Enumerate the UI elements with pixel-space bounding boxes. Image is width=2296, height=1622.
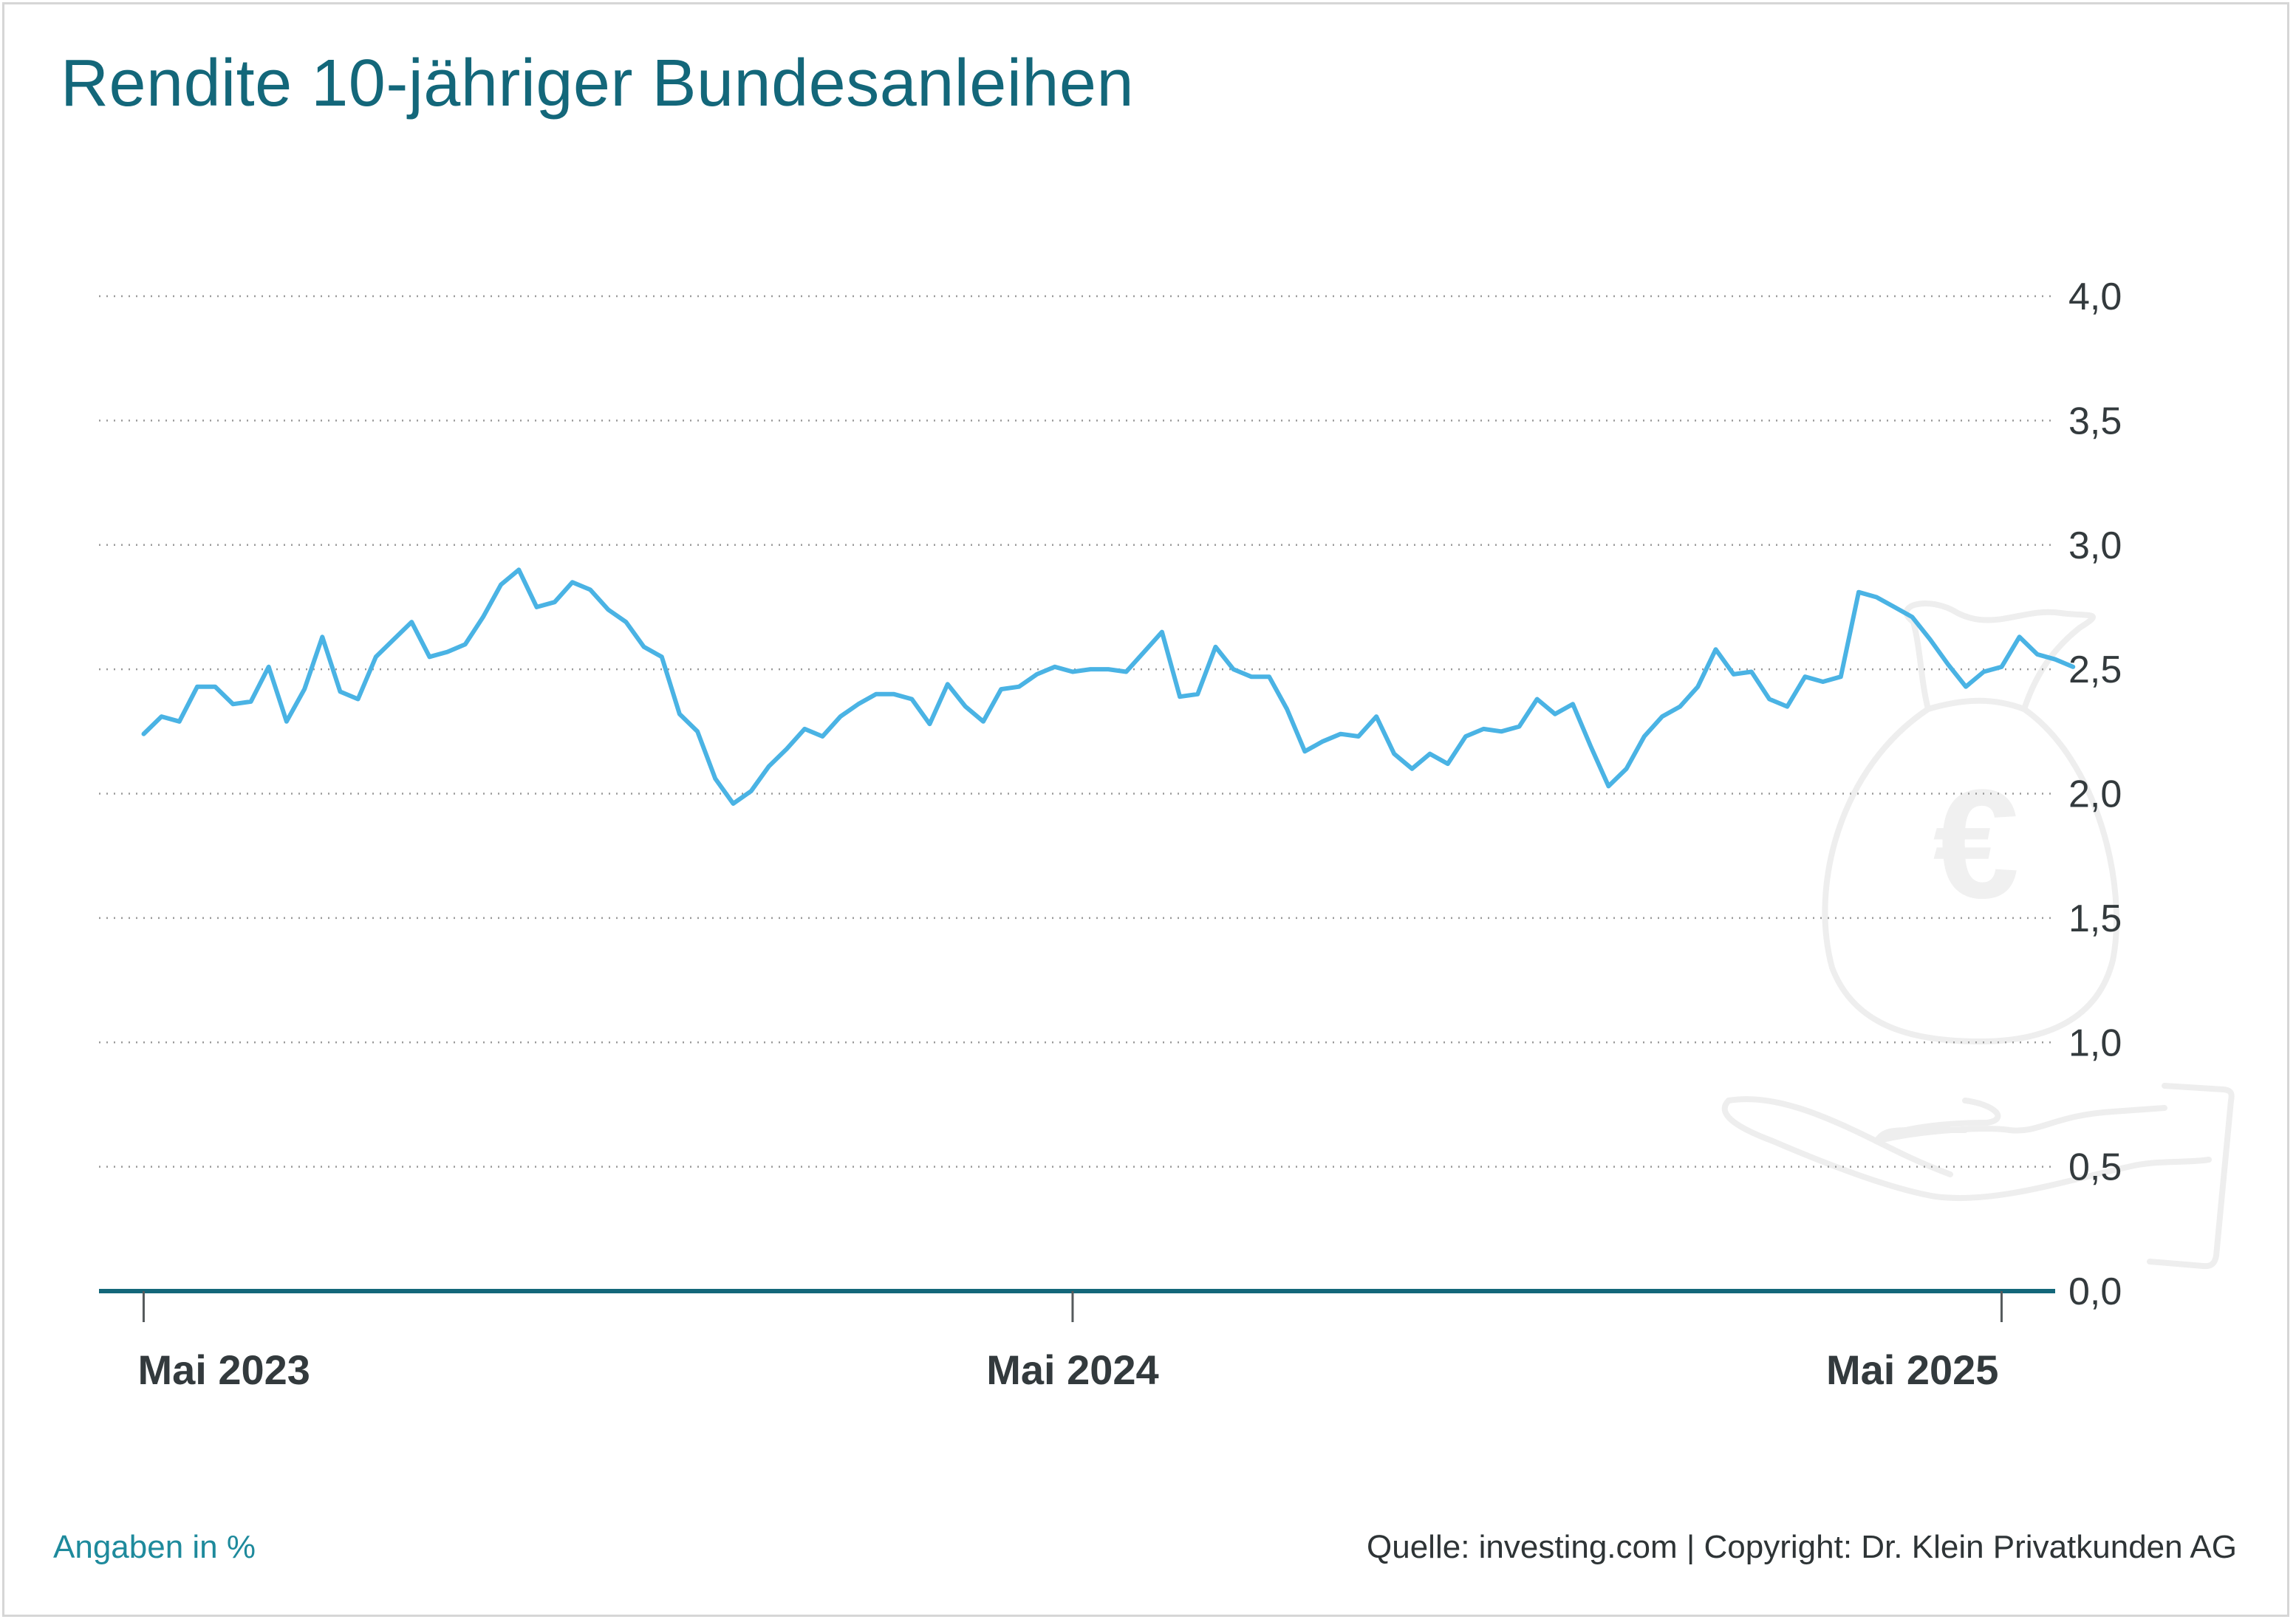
y-tick-label: 3,5: [2068, 400, 2122, 442]
y-axis-tick-labels: 0,0 0,5 1,0 1,5 2,0 2,5 3,0 3,5 4,0: [2068, 276, 2122, 1313]
y-tick-label: 2,0: [2068, 773, 2122, 816]
x-tick-label: Mai 2023: [137, 1346, 310, 1393]
y-tick-label: 0,5: [2068, 1146, 2122, 1189]
y-tick-label: 1,0: [2068, 1022, 2122, 1064]
y-tick-label: 0,0: [2068, 1270, 2122, 1313]
x-tick-label: Mai 2025: [1826, 1346, 1999, 1393]
y-tick-label: 4,0: [2068, 276, 2122, 318]
chart-title: Rendite 10-jähriger Bundesanleihen: [61, 47, 1135, 120]
series-line: [141, 567, 2076, 806]
gridlines: [99, 295, 2055, 1168]
y-tick-label: 3,0: [2068, 524, 2122, 567]
money-bag-euro-on-hand-icon: [1721, 600, 2235, 1270]
x-axis-ticks: Mai 2023 Mai 2024 Mai 2025: [137, 1291, 2003, 1393]
source-note: Quelle: investing.com | Copyright: Dr. K…: [1367, 1529, 2237, 1565]
euro-sign-icon: €: [1933, 757, 2020, 931]
x-tick-label: Mai 2024: [986, 1346, 1159, 1393]
unit-note: Angaben in %: [53, 1529, 256, 1565]
y-tick-label: 1,5: [2068, 897, 2122, 940]
y-tick-label: 2,5: [2068, 649, 2122, 691]
